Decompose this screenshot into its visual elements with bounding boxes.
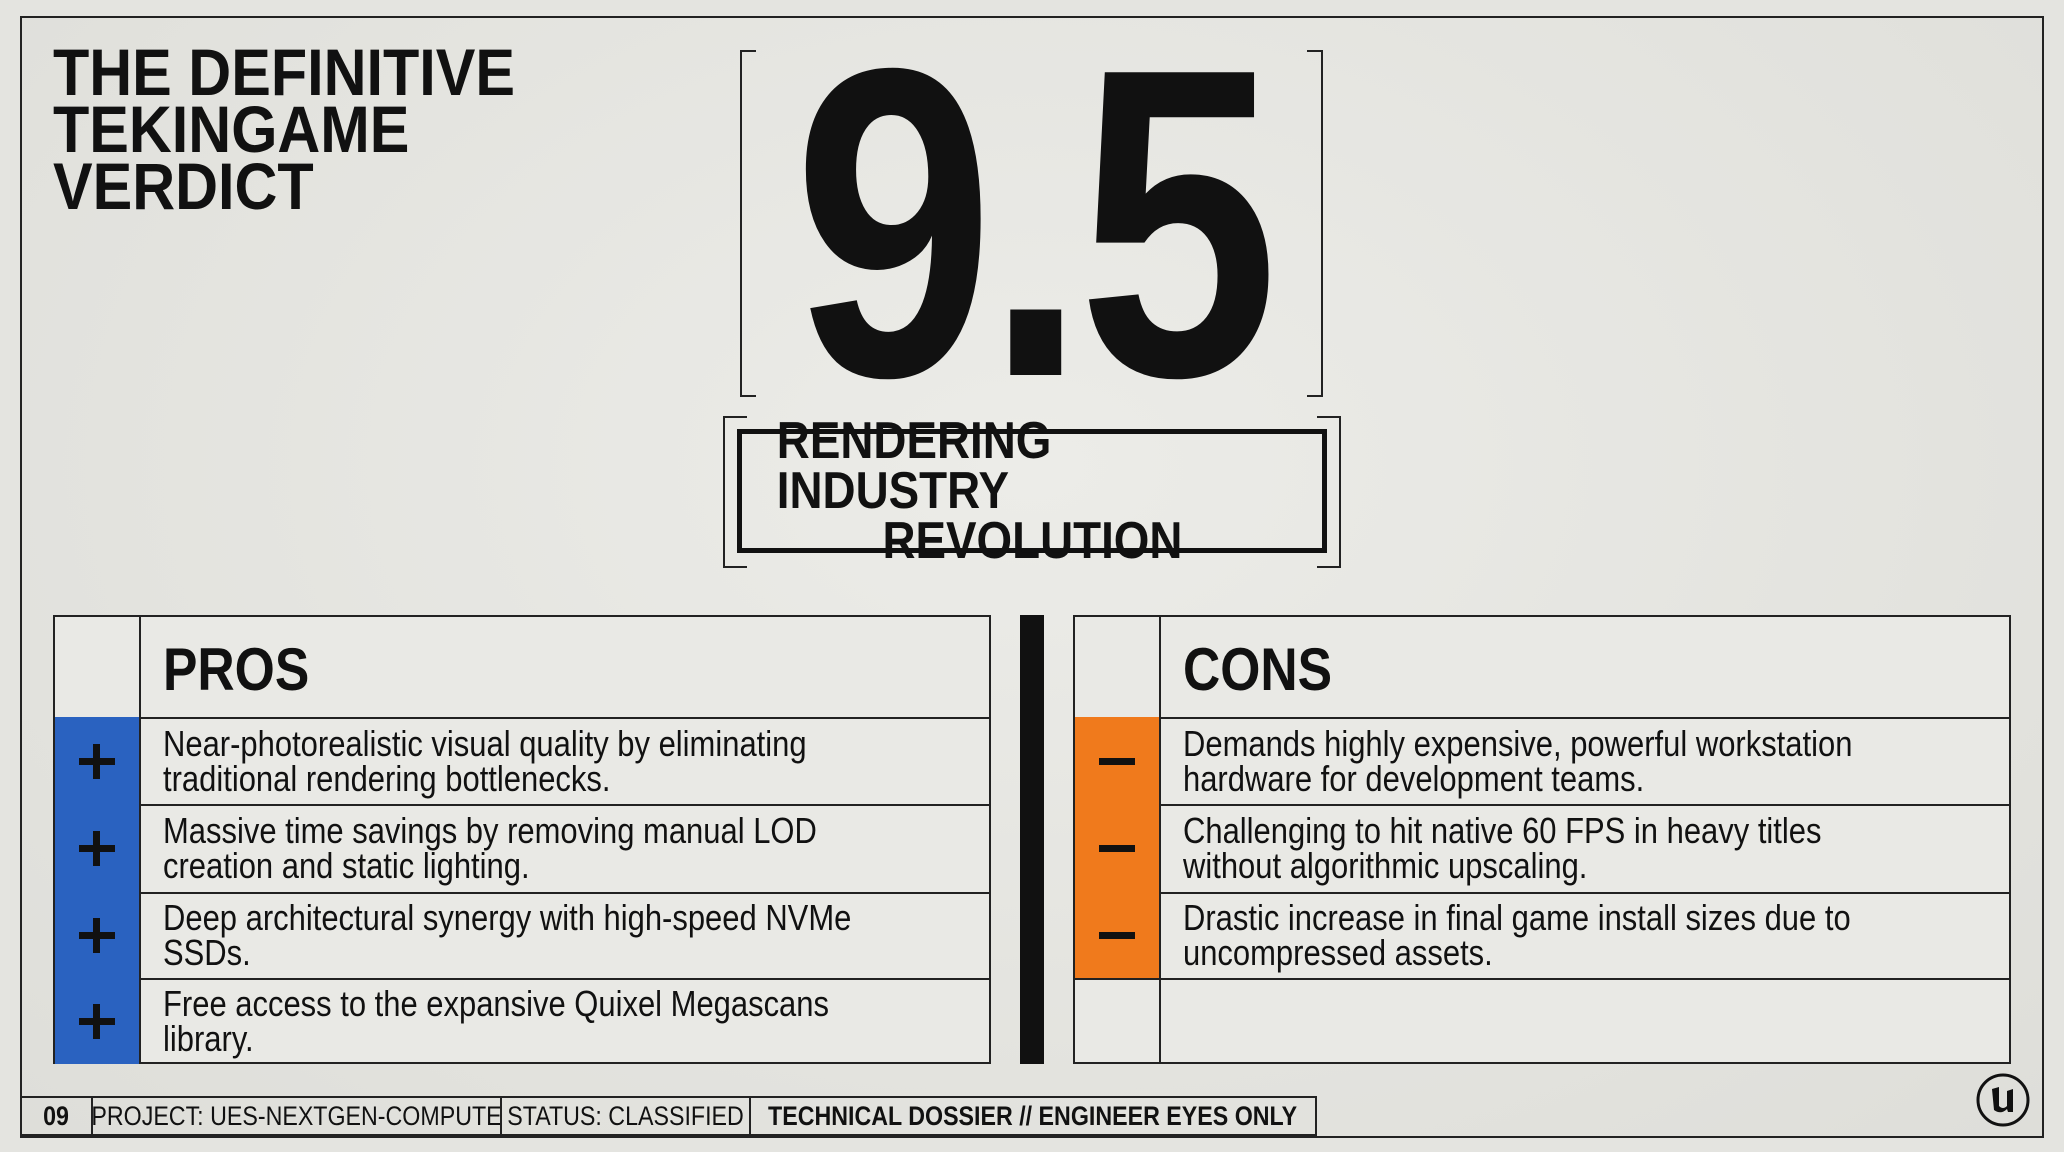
footer-project: PROJECT: UES-NEXTGEN-COMPUTE (91, 1100, 502, 1131)
footer-page: 09 (43, 1100, 70, 1131)
subtitle-line: RENDERING INDUSTRY (776, 412, 1052, 520)
table-row: Free access to the expansive Quixel Mega… (55, 978, 989, 1064)
list-item: Demands highly expensive, powerful works… (1183, 722, 1853, 799)
icon-bar (93, 743, 100, 779)
table-row: Deep architectural synergy with high-spe… (55, 892, 989, 980)
footer-cell: TECHNICAL DOSSIER // ENGINEER EYES ONLY (749, 1096, 1317, 1136)
text-cell: Deep architectural synergy with high-spe… (163, 892, 989, 978)
icon-cell (55, 717, 141, 804)
text-cell: Drastic increase in final game install s… (1183, 892, 2009, 978)
text-cell: Free access to the expansive Quixel Mega… (163, 978, 989, 1064)
bracket (1307, 50, 1323, 397)
table-heading: PROS (163, 635, 310, 703)
text-cell: PROS (163, 621, 989, 717)
table-row: Demands highly expensive, powerful works… (1075, 717, 2009, 806)
title: THE DEFINITIVE TEKINGAME VERDICT (53, 35, 516, 223)
icon-cell (55, 892, 141, 978)
icon-bar (93, 831, 100, 866)
footer-note: TECHNICAL DOSSIER // ENGINEER EYES ONLY (768, 1100, 1298, 1131)
footer-cell: 09 (20, 1096, 93, 1136)
subtitle-line: REVOLUTION (882, 512, 1182, 570)
icon-cell (1075, 978, 1161, 1064)
list-item: Massive time savings by removing manual … (163, 810, 817, 886)
table-row (1075, 978, 2009, 1064)
divider (1020, 615, 1044, 1064)
icon-cell (55, 615, 141, 717)
icon-cell (1075, 615, 1161, 717)
list-item: Challenging to hit native 60 FPS in heav… (1183, 810, 1822, 886)
bracket (1317, 416, 1341, 568)
title-line: THE DEFINITIVE (53, 35, 516, 109)
text-cell: Challenging to hit native 60 FPS in heav… (1183, 804, 2009, 892)
icon-bar (1099, 845, 1135, 852)
list-item: Free access to the expansive Quixel Mega… (163, 983, 829, 1059)
icon-cell (1075, 717, 1161, 804)
table-row: Challenging to hit native 60 FPS in heav… (1075, 804, 2009, 894)
footer-cell: PROJECT: UES-NEXTGEN-COMPUTE (91, 1096, 502, 1136)
table-row: Massive time savings by removing manual … (55, 804, 989, 894)
icon-cell (1075, 892, 1161, 978)
table-row: PROS (55, 615, 989, 719)
icon-cell (1075, 804, 1161, 892)
list-item: Near-photorealistic visual quality by el… (163, 722, 807, 799)
icon-cell (55, 804, 141, 892)
text-cell (1183, 978, 2009, 1064)
title-line: VERDICT (53, 149, 314, 223)
subtitle-box: RENDERING INDUSTRY REVOLUTION (737, 415, 1327, 567)
score-text: 9.5 (793, 0, 1278, 469)
pros-table: PROS Near-photorealistic visual quality b… (53, 615, 991, 1064)
text-cell: Near-photorealistic visual quality by el… (163, 717, 989, 804)
title-line: TEKINGAME (53, 92, 410, 166)
icon-bar (1099, 932, 1135, 939)
bracket (723, 416, 747, 568)
table-row: Drastic increase in final game install s… (1075, 892, 2009, 980)
text-cell: Demands highly expensive, powerful works… (1183, 717, 2009, 804)
table-heading: CONS (1183, 635, 1333, 703)
cons-table: CONS Demands highly expensive, powerful w… (1073, 615, 2011, 1064)
logo (1976, 1073, 2030, 1127)
list-item: Drastic increase in final game install s… (1183, 897, 1851, 973)
list-item: Deep architectural synergy with high-spe… (163, 897, 852, 973)
bracket (740, 50, 756, 397)
icon-bar (1099, 757, 1135, 765)
text-cell: CONS (1183, 621, 2009, 717)
icon-cell (55, 978, 141, 1064)
table-row: Near-photorealistic visual quality by el… (55, 717, 989, 806)
table-row: CONS (1075, 615, 2009, 719)
icon-bar (93, 1004, 100, 1039)
footer-status: STATUS: CLASSIFIED (507, 1100, 744, 1131)
footer-cell: STATUS: CLASSIFIED (500, 1096, 751, 1136)
score: 9.5 (740, 3, 1323, 443)
text-cell: Massive time savings by removing manual … (163, 804, 989, 892)
icon-bar (93, 918, 100, 953)
